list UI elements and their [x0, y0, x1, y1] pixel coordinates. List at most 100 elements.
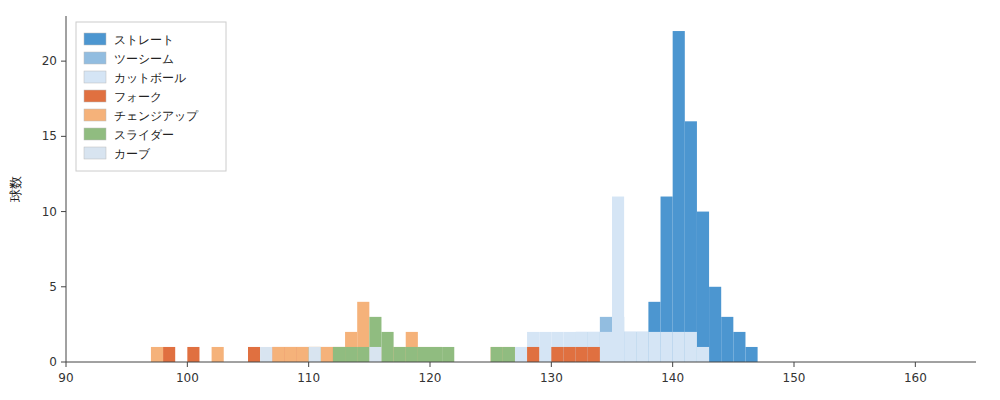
x-tick-label: 160: [904, 371, 927, 385]
histogram-bar: [491, 347, 503, 362]
x-tick: [915, 362, 916, 367]
legend-swatch: [84, 52, 106, 64]
histogram-bar: [588, 332, 600, 362]
x-tick: [551, 362, 552, 367]
histogram-bar: [551, 347, 563, 362]
histogram-bar: [697, 347, 709, 362]
histogram-bar: [709, 287, 721, 362]
histogram-series: [260, 347, 381, 362]
histogram-bar: [418, 347, 430, 362]
histogram-bar: [357, 302, 369, 362]
histogram-bar: [418, 347, 430, 362]
histogram-bar: [624, 332, 636, 362]
histogram-bar: [551, 347, 563, 362]
histogram-bar: [612, 197, 624, 362]
legend: ストレートツーシームカットボールフォークチェンジアップスライダーカーブ: [76, 22, 226, 171]
legend-swatch: [84, 33, 106, 45]
histogram-bar: [248, 347, 260, 362]
histogram-bar: [527, 347, 539, 362]
histogram-bar: [563, 332, 575, 362]
histogram-bar: [406, 347, 418, 362]
x-tick-label: 100: [176, 371, 199, 385]
histogram-bar: [588, 332, 600, 362]
legend-label: チェンジアップ: [114, 109, 199, 123]
legend-swatch: [84, 109, 106, 121]
histogram-bar: [588, 347, 600, 362]
histogram-bar: [527, 332, 539, 362]
x-tick-label: 120: [419, 371, 442, 385]
x-tick: [794, 362, 795, 367]
histogram-bar: [284, 347, 296, 362]
histogram-series: [551, 317, 660, 362]
x-tick-label: 130: [540, 371, 563, 385]
legend-box: [76, 22, 226, 171]
y-tick: [61, 286, 66, 287]
histogram-bar: [515, 347, 527, 362]
histogram-series: [151, 302, 515, 362]
x-tick-label: 150: [783, 371, 806, 385]
legend-swatch: [84, 90, 106, 102]
legend-label: スライダー: [114, 128, 174, 142]
histogram-bar: [673, 332, 685, 362]
histogram-bar: [636, 332, 648, 362]
legend-label: ストレート: [114, 33, 174, 47]
histogram-bar: [187, 347, 199, 362]
histogram-bar: [309, 347, 321, 362]
histogram-bar: [163, 347, 175, 362]
histogram-series: [163, 347, 600, 362]
histogram-bar: [272, 347, 284, 362]
x-tick-label: 90: [58, 371, 73, 385]
histogram-bar: [345, 347, 357, 362]
plot-area: [151, 31, 758, 362]
histogram-bar: [563, 347, 575, 362]
y-axis-label: 球数: [8, 176, 23, 202]
histogram-series: [515, 197, 709, 362]
histogram-bar: [309, 347, 321, 362]
histogram-bar: [539, 332, 551, 362]
y-tick: [61, 211, 66, 212]
histogram-bar: [333, 347, 345, 362]
histogram-bar: [369, 347, 381, 362]
histogram-bar: [442, 347, 454, 362]
histogram-bar: [394, 347, 406, 362]
histogram-bar: [576, 332, 588, 362]
legend-swatch: [84, 147, 106, 159]
histogram-bar: [284, 347, 296, 362]
x-tick: [66, 362, 67, 367]
x-axis-line: [66, 362, 976, 363]
y-tick-label: 15: [42, 129, 57, 143]
histogram-bar: [503, 347, 515, 362]
histogram-bar: [430, 347, 442, 362]
legend-label: フォーク: [114, 90, 162, 104]
histogram-bar: [321, 347, 333, 362]
histogram-bar: [333, 347, 345, 362]
legend-label: カットボール: [114, 71, 186, 85]
x-tick: [187, 362, 188, 367]
histogram-bar: [563, 347, 575, 362]
x-tick: [308, 362, 309, 367]
histogram-bar: [369, 347, 381, 362]
x-tick-label: 110: [297, 371, 320, 385]
legend-swatch: [84, 71, 106, 83]
y-tick-label: 5: [49, 280, 57, 294]
histogram-bar: [745, 347, 757, 362]
histogram-bar: [576, 332, 588, 362]
y-tick: [61, 61, 66, 62]
histogram-bar: [345, 347, 357, 362]
histogram-bar: [321, 347, 333, 362]
histogram-bar: [345, 332, 357, 362]
histogram-bar: [503, 347, 515, 362]
histogram-bar: [600, 317, 612, 362]
y-tick-label: 20: [42, 54, 57, 68]
histogram-bar: [600, 332, 612, 362]
histogram-bar: [406, 332, 418, 362]
histogram-bar: [297, 347, 309, 362]
histogram-bar: [333, 347, 345, 362]
legend-label: ツーシーム: [114, 52, 174, 66]
histogram-bar: [661, 197, 673, 362]
histogram-bar: [624, 332, 636, 362]
histogram-bar: [697, 212, 709, 362]
histogram-bar: [309, 347, 321, 362]
y-tick-label: 10: [42, 205, 57, 219]
histogram-bar: [272, 347, 284, 362]
